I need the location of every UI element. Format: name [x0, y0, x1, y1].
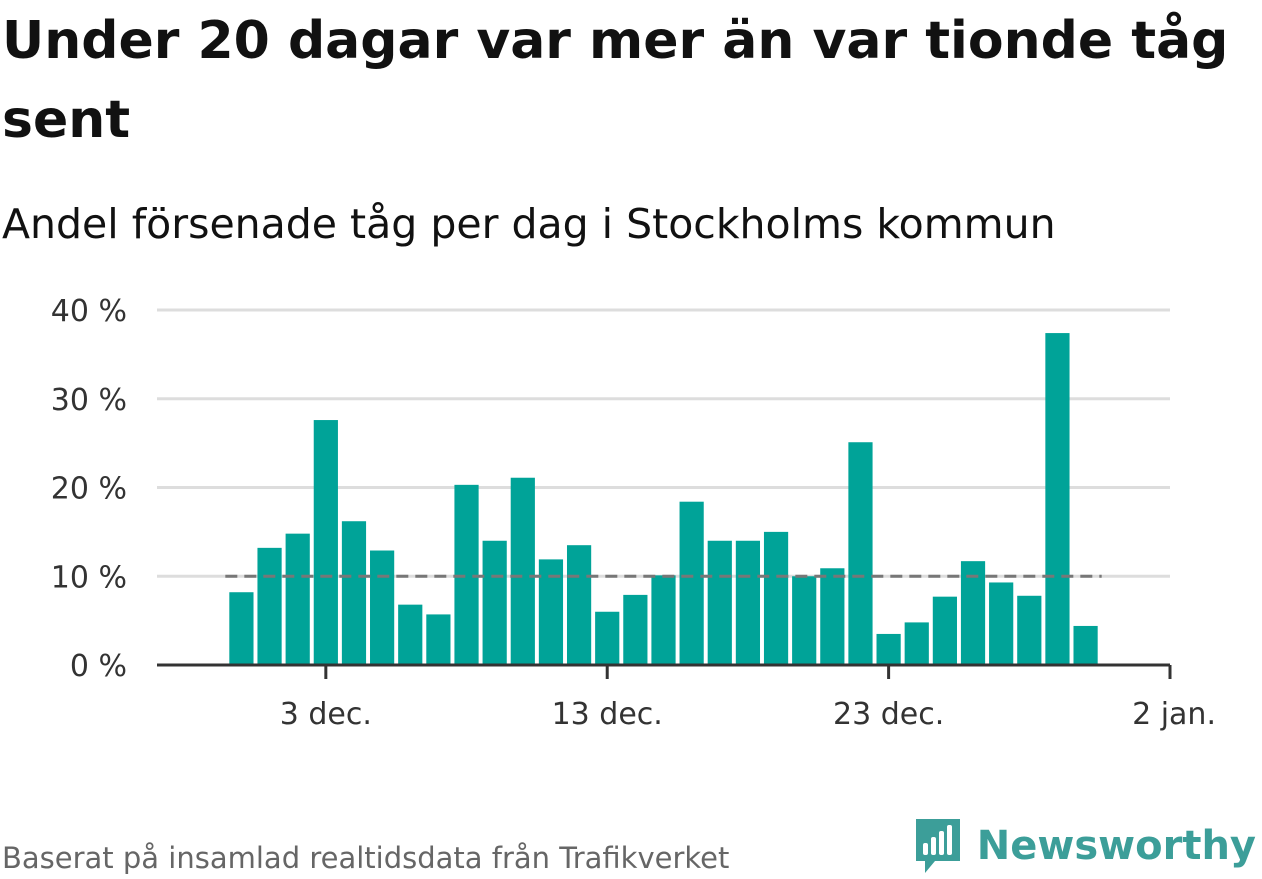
y-tick-label: 40 %: [51, 294, 127, 329]
bar: [932, 596, 957, 665]
y-tick-label: 0 %: [70, 649, 127, 684]
bar: [623, 594, 648, 665]
bar: [876, 633, 901, 665]
bar: [651, 575, 676, 665]
x-tick-label: 2 jan.: [1132, 697, 1216, 732]
bar: [229, 592, 254, 665]
source-note: Baserat på insamlad realtidsdata från Tr…: [2, 841, 730, 875]
bar: [398, 604, 423, 665]
bar-chart: 0 % 10 % 20 % 30 % 40 % 3 dec. 13 dec. 23 dec.…: [51, 294, 1216, 732]
bar: [848, 442, 873, 665]
bar: [735, 540, 761, 665]
bar: [341, 521, 367, 665]
y-axis-ticks: 0 % 10 % 20 % 30 % 40 %: [51, 294, 127, 684]
bar: [1073, 625, 1098, 665]
bar: [595, 611, 620, 665]
bar: [707, 540, 732, 665]
newsworthy-logo-icon: [915, 819, 960, 873]
bar: [1045, 333, 1070, 665]
bar: [820, 568, 845, 665]
bar: [792, 576, 817, 665]
bar: [370, 550, 395, 665]
bar: [482, 540, 507, 665]
x-axis-ticks: 3 dec. 13 dec. 23 dec. 2 jan.: [280, 665, 1216, 732]
bar: [313, 420, 338, 665]
x-tick-label: 23 dec.: [833, 697, 944, 732]
bar: [1017, 595, 1042, 665]
bar: [566, 545, 592, 665]
chart-subtitle: Andel försenade tåg per dag i Stockholms…: [2, 200, 1056, 248]
bars: [229, 333, 1098, 665]
bar: [679, 501, 704, 665]
x-tick-label: 13 dec.: [552, 697, 663, 732]
y-tick-label: 10 %: [51, 560, 127, 595]
bar: [257, 547, 282, 665]
bar: [960, 561, 986, 665]
y-tick-label: 30 %: [51, 383, 127, 418]
x-tick-label: 3 dec.: [280, 697, 372, 732]
bar: [989, 582, 1014, 665]
bar: [285, 533, 310, 665]
brand: Newsworthy: [913, 816, 1256, 876]
bar: [426, 614, 451, 665]
bar: [510, 477, 535, 665]
bar: [763, 531, 789, 665]
chart-title: Under 20 dagar var mer än var tionde tåg…: [2, 11, 1229, 150]
y-tick-label: 20 %: [51, 472, 127, 507]
bar: [904, 622, 929, 665]
brand-name: Newsworthy: [976, 823, 1256, 869]
